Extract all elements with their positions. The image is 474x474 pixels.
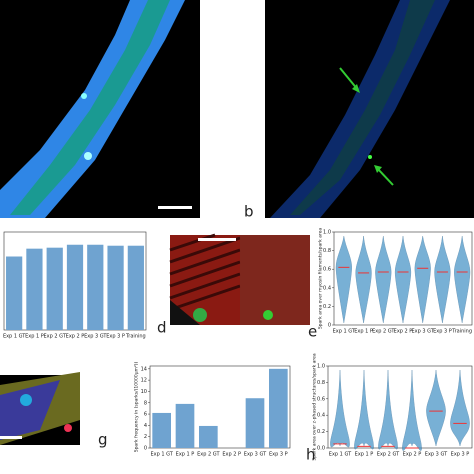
y-tick-label: 0.6 bbox=[323, 267, 331, 273]
violin-body bbox=[454, 235, 471, 324]
y-tick-label: 10 bbox=[141, 389, 147, 395]
x-tick-label: Exp 2 GT bbox=[377, 452, 400, 458]
panel-label: h bbox=[306, 446, 316, 464]
x-tick-label: Exp 1 P bbox=[176, 452, 195, 458]
y-tick-label: 1.0 bbox=[317, 364, 325, 370]
violin-body bbox=[355, 235, 372, 324]
bar bbox=[87, 244, 104, 330]
violin-body bbox=[375, 235, 392, 324]
bar bbox=[46, 247, 63, 330]
violin-body bbox=[330, 369, 350, 448]
x-tick-label: Exp 3 P bbox=[269, 452, 288, 458]
x-tick-label: Training bbox=[125, 334, 146, 340]
panel-label: d bbox=[157, 319, 167, 337]
y-axis-label: Spark area over myosin filaments/spark a… bbox=[318, 228, 324, 330]
x-tick-label: Exp 3 P bbox=[106, 334, 125, 340]
panel-label: e bbox=[308, 323, 317, 341]
x-tick-label: Exp 1 P bbox=[354, 329, 373, 335]
bar bbox=[152, 412, 171, 448]
violin-body bbox=[426, 369, 446, 447]
axes-frame bbox=[149, 365, 291, 449]
x-tick-label: Exp 3 GT bbox=[425, 452, 448, 458]
y-axis-label: Spark frequency in (sparks/(10000µm²)) bbox=[134, 361, 140, 452]
x-tick-label: Exp 3 P bbox=[433, 329, 452, 335]
bar bbox=[6, 256, 23, 330]
violin-body bbox=[402, 369, 422, 451]
x-tick-label: Exp 1 GT bbox=[3, 334, 26, 340]
y-tick-label: 0.2 bbox=[317, 429, 325, 435]
image-b bbox=[265, 0, 474, 218]
x-tick-label: Exp 2 P bbox=[66, 334, 85, 340]
x-tick-label: Exp 1 GT bbox=[333, 329, 356, 335]
y-tick-label: 12 bbox=[141, 378, 147, 384]
image-d bbox=[169, 233, 310, 325]
y-tick-label: 0.4 bbox=[323, 285, 331, 291]
violin-body bbox=[354, 369, 374, 450]
bar bbox=[269, 368, 288, 448]
x-tick-label: Exp 2 P bbox=[403, 452, 422, 458]
x-tick-label: Exp 1 GT bbox=[329, 452, 352, 458]
y-tick-label: 0.2 bbox=[323, 304, 331, 310]
y-tick-label: 4 bbox=[144, 423, 147, 429]
violin-body bbox=[450, 369, 470, 447]
x-tick-label: Exp 3 GT bbox=[412, 329, 435, 335]
x-tick-label: Exp 1 P bbox=[355, 452, 374, 458]
bar bbox=[245, 398, 265, 448]
y-tick-label: 0.8 bbox=[323, 248, 331, 254]
x-tick-label: Exp 2 GT bbox=[44, 334, 67, 340]
x-tick-label: Exp 3 GT bbox=[84, 334, 107, 340]
y-tick-label: 6 bbox=[144, 412, 147, 418]
y-tick-label: 0.6 bbox=[317, 396, 325, 402]
x-tick-label: Training bbox=[451, 329, 472, 335]
y-tick-label: 0.8 bbox=[317, 380, 325, 386]
violin-body bbox=[414, 235, 431, 324]
axes-frame bbox=[327, 365, 473, 449]
x-tick-label: Exp 2 P bbox=[222, 452, 241, 458]
bar bbox=[66, 244, 84, 330]
y-tick-label: 14 bbox=[141, 366, 147, 372]
y-tick-label: 8 bbox=[144, 400, 147, 406]
panel-label: g bbox=[98, 431, 108, 449]
y-axis-label: Spark area over z-phased structures/spar… bbox=[312, 353, 318, 461]
violin-body bbox=[378, 369, 398, 450]
image-f bbox=[0, 372, 80, 445]
panel-label: b bbox=[244, 203, 254, 221]
x-tick-label: Exp 1 P bbox=[25, 334, 44, 340]
bar bbox=[127, 245, 144, 330]
x-tick-label: Exp 2 GT bbox=[197, 452, 220, 458]
x-tick-label: Exp 2 GT bbox=[372, 329, 395, 335]
y-tick-label: 0.4 bbox=[317, 413, 325, 419]
x-tick-label: Exp 3 P bbox=[451, 452, 470, 458]
y-tick-label: 0 bbox=[144, 446, 147, 452]
bar bbox=[107, 245, 124, 330]
violin-body bbox=[335, 235, 352, 324]
x-tick-label: Exp 2 P bbox=[394, 329, 413, 335]
violin-body bbox=[434, 235, 451, 324]
x-tick-label: Exp 1 GT bbox=[150, 452, 173, 458]
y-tick-label: 0 bbox=[328, 323, 331, 329]
bar bbox=[26, 248, 43, 330]
x-tick-label: Exp 3 GT bbox=[244, 452, 267, 458]
bar bbox=[199, 425, 218, 448]
y-tick-label: 1.0 bbox=[323, 230, 331, 236]
y-tick-label: 2 bbox=[144, 434, 147, 440]
violin-body bbox=[394, 235, 412, 324]
y-tick-label: 0.0 bbox=[317, 446, 325, 452]
bar bbox=[175, 403, 195, 448]
axes-frame bbox=[333, 231, 473, 326]
image-a bbox=[0, 0, 200, 218]
